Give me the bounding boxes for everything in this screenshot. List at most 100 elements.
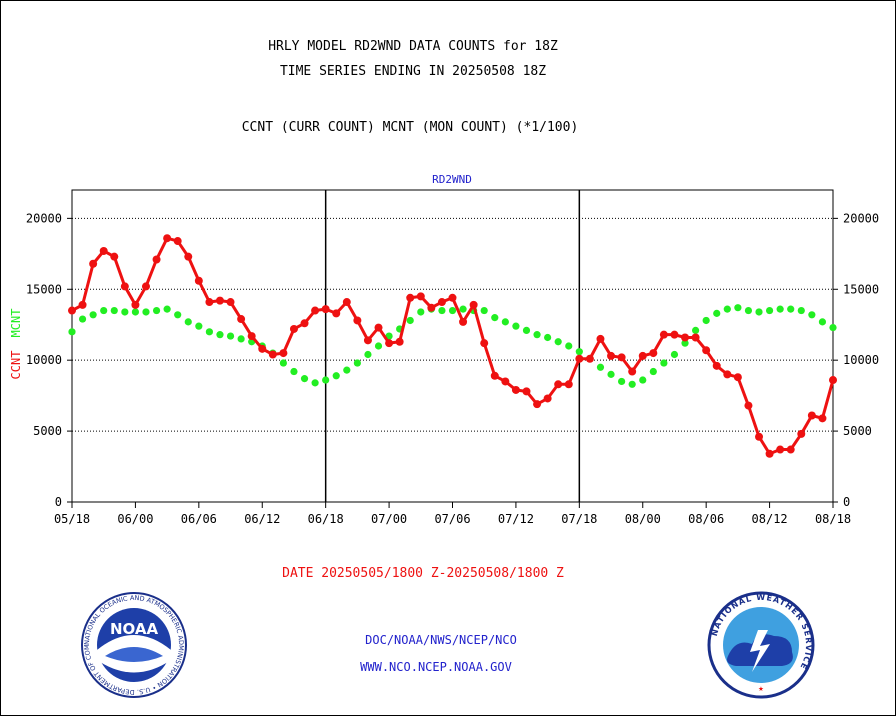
data-point-mcnt	[142, 308, 150, 316]
data-point-ccnt	[247, 332, 256, 341]
data-point-mcnt	[554, 338, 562, 346]
data-point-mcnt	[205, 328, 214, 336]
plot-title: RD2WND	[432, 173, 472, 186]
chart-title-line1: HRLY MODEL RD2WND DATA COUNTS for 18Z	[268, 39, 558, 54]
data-point-ccnt	[89, 259, 98, 268]
data-point-mcnt	[110, 306, 118, 315]
data-point-mcnt	[174, 311, 182, 319]
data-point-ccnt	[807, 411, 816, 420]
data-point-mcnt	[195, 322, 203, 330]
data-point-mcnt	[660, 359, 668, 367]
data-point-ccnt	[469, 300, 478, 309]
data-point-mcnt	[438, 306, 446, 315]
data-point-mcnt	[829, 323, 837, 332]
data-point-mcnt	[681, 339, 689, 347]
data-point-mcnt	[670, 350, 679, 359]
data-point-ccnt	[575, 354, 584, 363]
data-point-mcnt	[459, 305, 467, 313]
chart-subtitle: CCNT (CURR COUNT) MCNT (MON COUNT) (*1/1…	[241, 120, 579, 135]
data-point-mcnt	[649, 367, 657, 376]
data-point-ccnt	[141, 282, 150, 291]
data-point-ccnt	[437, 298, 446, 307]
data-point-ccnt	[776, 445, 785, 454]
data-point-ccnt	[554, 380, 563, 389]
data-point-mcnt	[491, 314, 499, 322]
data-point-mcnt	[226, 332, 235, 340]
y-tick-label-right: 15000	[843, 282, 879, 296]
svg-text:★: ★	[758, 684, 764, 694]
series-line-ccnt	[71, 236, 835, 456]
data-point-ccnt	[68, 306, 76, 315]
data-point-ccnt	[818, 414, 827, 423]
data-point-mcnt	[332, 372, 340, 380]
data-point-mcnt	[89, 311, 97, 319]
data-point-mcnt	[818, 318, 827, 326]
data-point-mcnt	[533, 331, 541, 339]
data-point-ccnt	[596, 334, 605, 343]
data-point-ccnt	[152, 255, 161, 264]
data-point-ccnt	[268, 350, 277, 359]
y-axis-label-ccnt: CCNT	[9, 351, 23, 380]
data-point-mcnt	[100, 306, 108, 315]
data-point-ccnt	[681, 333, 690, 342]
data-point-ccnt	[448, 293, 457, 302]
data-point-mcnt	[575, 348, 583, 356]
y-tick-label-right: 20000	[843, 211, 879, 225]
x-tick-label: 08/06	[688, 512, 724, 526]
data-point-mcnt	[639, 376, 647, 384]
data-point-ccnt	[564, 380, 573, 389]
data-point-ccnt	[385, 339, 394, 348]
data-point-ccnt	[712, 361, 721, 370]
data-point-ccnt	[289, 324, 298, 333]
data-point-mcnt	[406, 316, 414, 325]
data-point-mcnt	[184, 318, 192, 326]
x-tick-label: 06/12	[244, 512, 280, 526]
data-point-mcnt	[78, 315, 87, 323]
data-point-mcnt	[364, 350, 372, 359]
data-point-mcnt	[311, 379, 319, 387]
data-point-ccnt	[78, 300, 87, 309]
data-point-mcnt	[501, 318, 509, 326]
data-point-ccnt	[459, 317, 468, 326]
x-tick-label: 08/12	[752, 512, 788, 526]
data-point-mcnt	[343, 366, 351, 374]
data-point-ccnt	[184, 252, 193, 261]
data-point-mcnt	[765, 306, 774, 315]
data-point-ccnt	[205, 298, 214, 307]
data-point-mcnt	[68, 328, 76, 336]
data-point-mcnt	[216, 331, 224, 339]
data-point-mcnt	[290, 367, 298, 376]
data-point-ccnt	[797, 429, 806, 438]
data-point-ccnt	[638, 351, 647, 360]
data-point-mcnt	[322, 376, 330, 384]
data-point-mcnt	[797, 306, 805, 315]
data-point-mcnt	[702, 316, 710, 325]
plot-area	[71, 189, 834, 503]
data-point-ccnt	[406, 293, 415, 302]
data-point-mcnt	[480, 306, 488, 315]
data-point-ccnt	[649, 349, 658, 358]
data-point-ccnt	[427, 303, 436, 312]
data-point-mcnt	[734, 304, 742, 312]
data-point-ccnt	[131, 300, 140, 309]
x-tick-label: 07/06	[434, 512, 470, 526]
nws-logo: NATIONAL WEATHER SERVICE ★	[707, 591, 815, 699]
x-tick-label: 06/06	[181, 512, 217, 526]
x-tick-label: 07/00	[371, 512, 407, 526]
y-tick-label-left: 15000	[26, 282, 62, 296]
date-range-label: DATE 20250505/1800 Z-20250508/1800 Z	[282, 566, 564, 581]
data-point-ccnt	[733, 373, 742, 382]
data-point-ccnt	[120, 282, 129, 291]
data-point-ccnt	[332, 309, 341, 318]
data-point-ccnt	[786, 445, 795, 454]
data-point-mcnt	[776, 305, 784, 313]
data-point-ccnt	[215, 296, 224, 305]
data-point-ccnt	[321, 305, 330, 314]
x-tick-label: 07/18	[561, 512, 597, 526]
data-point-ccnt	[163, 234, 172, 243]
org-label: DOC/NOAA/NWS/NCEP/NCO	[365, 633, 517, 647]
data-point-mcnt	[512, 322, 520, 330]
data-point-mcnt	[237, 335, 245, 343]
y-axis-label-mcnt: MCNT	[9, 309, 23, 338]
